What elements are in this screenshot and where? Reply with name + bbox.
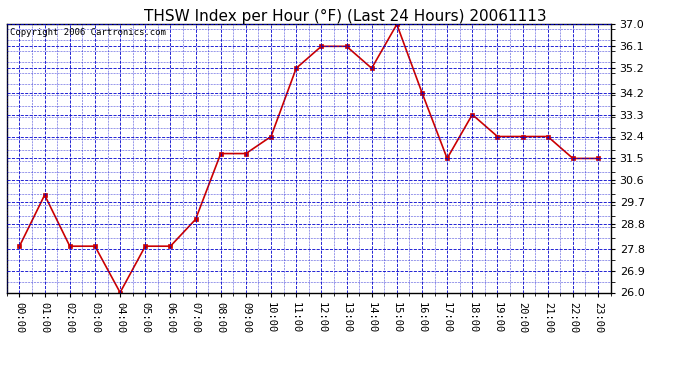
Text: Copyright 2006 Cartronics.com: Copyright 2006 Cartronics.com (10, 28, 166, 38)
Text: THSW Index per Hour (°F) (Last 24 Hours) 20061113: THSW Index per Hour (°F) (Last 24 Hours)… (144, 9, 546, 24)
